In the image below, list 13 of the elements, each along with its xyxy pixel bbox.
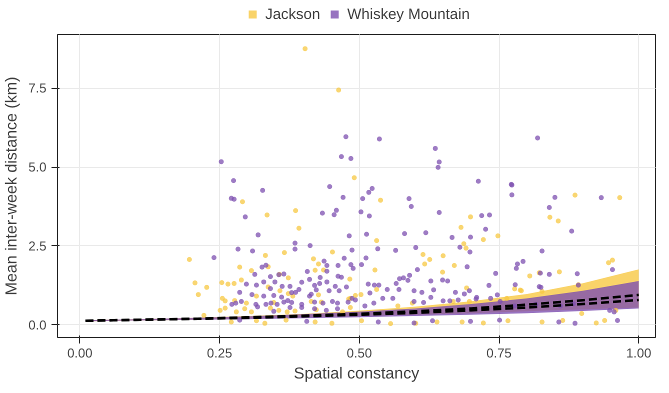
legend-label: Whiskey Mountain bbox=[347, 6, 470, 22]
x-tick-label: 0.25 bbox=[206, 346, 232, 360]
x-tick-label: 0.75 bbox=[486, 346, 512, 360]
y-tick-label: 0.0 bbox=[28, 317, 47, 332]
x-tick-label: 0.00 bbox=[67, 346, 93, 360]
x-axis-title: Spatial constancy bbox=[294, 366, 420, 382]
y-tick-label: 2.5 bbox=[28, 238, 47, 254]
y-axis-title: Mean inter-week distance (km) bbox=[3, 76, 20, 296]
y-tick-label: 7.5 bbox=[28, 80, 47, 96]
y-tick-label: 5.0 bbox=[28, 160, 47, 175]
x-tick-label: 0.50 bbox=[346, 346, 372, 360]
x-tick-label: 1.00 bbox=[626, 346, 652, 360]
legend-label: Jackson bbox=[265, 6, 320, 22]
